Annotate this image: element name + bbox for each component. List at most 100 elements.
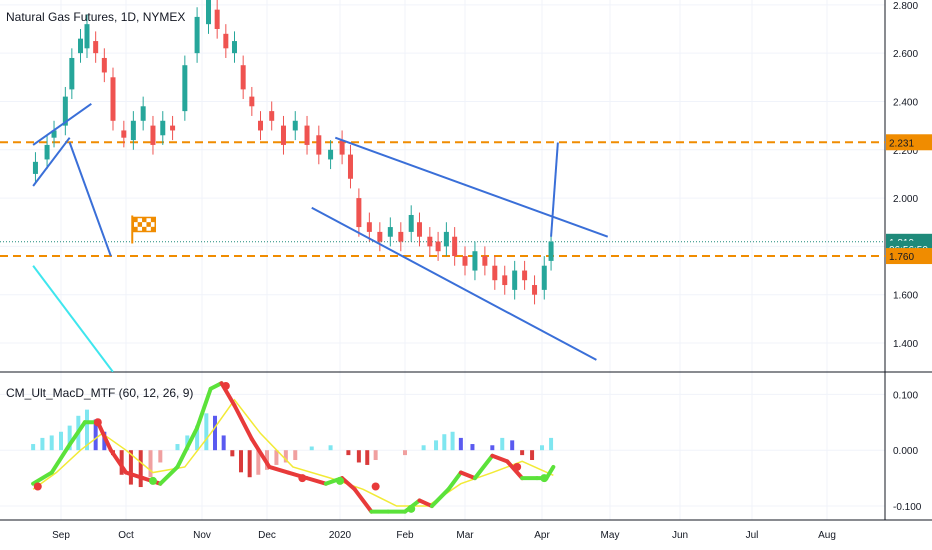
price-axis-tick-label: 1.600 <box>893 291 918 302</box>
candle-body <box>512 270 518 290</box>
cyan-diagonal-line <box>32 265 114 372</box>
histogram-bar <box>102 431 107 451</box>
macd-line-segment <box>472 453 495 481</box>
price-axis-tick-label: 2.600 <box>893 49 918 60</box>
histogram-bar <box>442 434 447 451</box>
candle-body <box>452 236 458 257</box>
histogram-bar <box>59 431 63 451</box>
trendline <box>550 142 559 237</box>
candle-body <box>170 125 176 131</box>
symbol-title: Natural Gas Futures, 1D, NYMEX <box>6 10 186 24</box>
histogram-bar <box>221 435 226 451</box>
macd-line-segment <box>108 448 128 475</box>
time-axis-tick-label: Mar <box>456 530 474 541</box>
price-axis-tick-label: 2.800 <box>893 1 918 12</box>
histogram-bar <box>119 450 124 475</box>
cross-dot <box>148 476 157 485</box>
candle-body <box>223 33 229 49</box>
candle-body <box>292 120 298 131</box>
cross-dot <box>33 482 42 491</box>
histogram-bar <box>490 445 495 451</box>
histogram-bar <box>85 409 89 451</box>
time-axis-tick-label: Nov <box>193 530 211 541</box>
macd-line-segment <box>49 442 72 475</box>
candle-body <box>93 41 99 54</box>
cross-dot <box>371 482 380 491</box>
histogram-bar <box>540 445 544 451</box>
time-axis-tick-label: May <box>601 530 620 541</box>
histogram-bar <box>67 425 72 451</box>
candle-body <box>51 130 57 138</box>
histogram-bar <box>128 450 133 485</box>
histogram-bar <box>421 445 426 451</box>
flag-check <box>150 217 156 223</box>
histogram-bar <box>403 450 407 456</box>
price-tag-label: 2.231 <box>889 138 914 149</box>
macd-line-segment <box>352 487 374 514</box>
candle-body <box>377 231 383 242</box>
flag-check <box>142 217 147 223</box>
candle-body <box>443 231 449 247</box>
histogram-bar <box>373 450 378 461</box>
macd-line-segment <box>232 403 254 442</box>
macd-line-segment <box>67 420 87 447</box>
candle-body <box>62 96 68 126</box>
histogram-bar <box>283 450 288 463</box>
histogram-bar <box>247 450 252 478</box>
histogram-bar <box>93 419 98 451</box>
histogram-bar <box>510 440 515 451</box>
histogram-bar <box>49 435 54 451</box>
histogram-bar <box>309 446 314 451</box>
time-axis-tick-label: Oct <box>118 530 134 541</box>
candle-body <box>130 120 136 141</box>
candle-body <box>78 38 83 54</box>
candle-body <box>140 106 146 121</box>
histogram-bar <box>213 415 217 451</box>
flag-check <box>146 222 151 227</box>
histogram-bar <box>148 450 153 478</box>
price-axis-tick-label: 2.000 <box>893 194 918 205</box>
candle-body <box>214 9 220 29</box>
trendline <box>311 206 597 361</box>
candle-body <box>232 41 237 54</box>
histogram-bar <box>31 444 36 451</box>
flag-icon <box>131 215 157 244</box>
candle-body <box>347 154 353 179</box>
flag-check <box>133 226 138 232</box>
candle-body <box>194 16 200 54</box>
time-axis-tick-label: Jul <box>746 530 759 541</box>
histogram-bar <box>195 425 200 451</box>
macd-line-segment <box>95 420 113 453</box>
macd-line-segment <box>305 476 328 486</box>
candle-body <box>398 231 404 242</box>
macd-line-segment <box>208 381 224 391</box>
price-tag-background <box>886 134 932 151</box>
candle-body <box>316 135 322 155</box>
cross-dot <box>298 474 307 483</box>
macd-line-segment <box>429 487 451 509</box>
macd-line-segment <box>458 470 477 481</box>
macd-line-segment <box>446 470 463 492</box>
candle-body <box>408 214 414 232</box>
trendline <box>334 136 609 238</box>
candle-body <box>541 265 547 290</box>
cross-dot <box>93 418 102 427</box>
candle-body <box>110 77 116 121</box>
candle-body <box>206 0 211 25</box>
candle-body <box>435 241 441 252</box>
time-axis-tick-label: Jun <box>672 530 688 541</box>
candle-body <box>44 144 50 160</box>
candle-body <box>548 241 554 261</box>
candle-body <box>269 111 275 121</box>
time-axis-tick-label: Feb <box>396 530 414 541</box>
candle-body <box>427 236 433 247</box>
price-pane <box>0 0 885 372</box>
macd-line-segment <box>158 464 180 486</box>
histogram-bar <box>450 431 455 451</box>
candle-body <box>492 265 498 281</box>
candle-body <box>304 125 310 145</box>
candle-body <box>328 149 334 160</box>
histogram-bar <box>520 450 525 456</box>
time-axis-tick-label: Aug <box>818 530 836 541</box>
